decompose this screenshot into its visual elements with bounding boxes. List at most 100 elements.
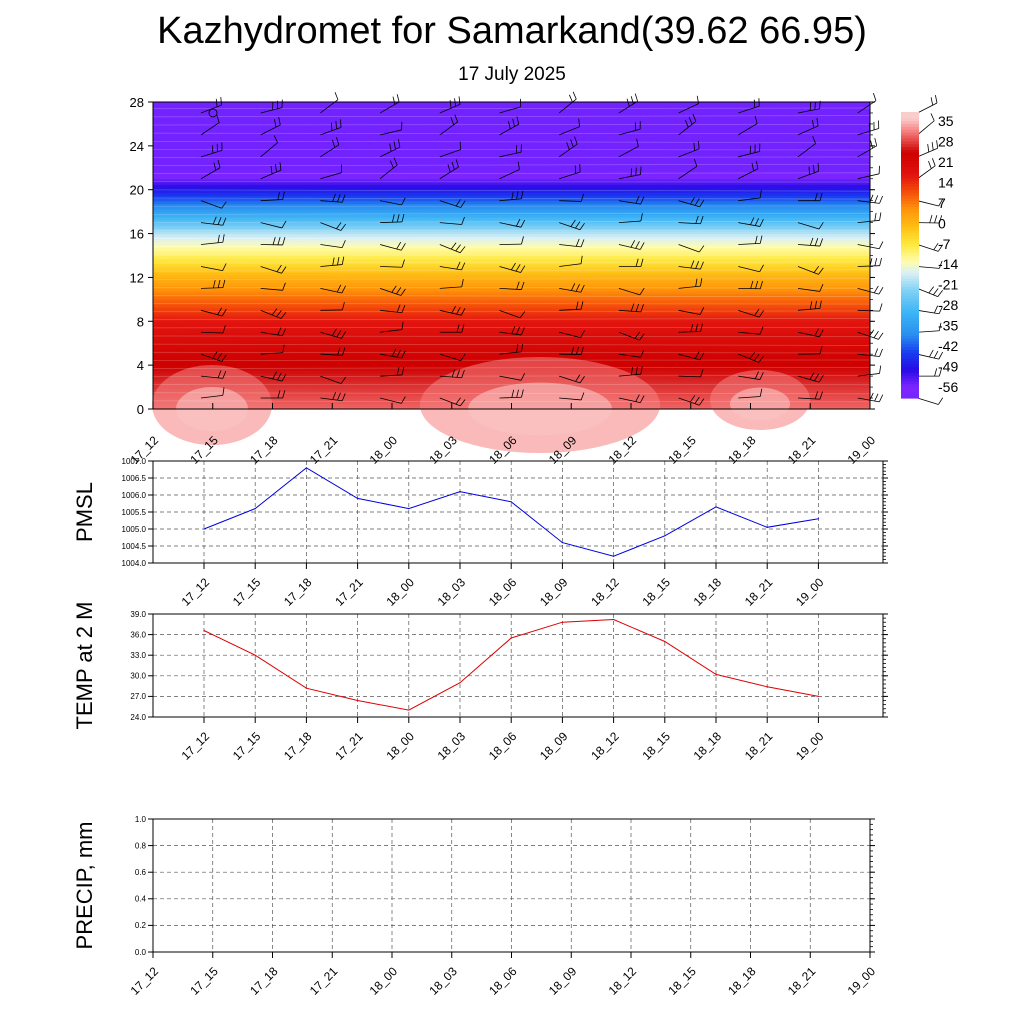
wind-barb-feather <box>875 258 877 266</box>
temp-y-tick-label: 36.0 <box>130 630 146 639</box>
heatmap-y-tick-label: 0 <box>137 402 144 417</box>
colorbar-label: 28 <box>938 133 954 149</box>
precip-x-tick-label: 18_00 <box>367 964 401 998</box>
pmsl-point <box>255 508 256 509</box>
pmsl-x-tick-label: 18_06 <box>486 575 520 609</box>
pmsl-x-tick-label: 18_21 <box>742 575 776 609</box>
temp-axis-label: TEMP at 2 M <box>72 602 97 730</box>
colorbar-label: -35 <box>938 318 958 334</box>
temp-y-tick-label: 24.0 <box>130 713 146 722</box>
temp-point <box>511 637 512 638</box>
wind-barb-feather <box>938 398 942 405</box>
wind-barb-feather <box>880 258 882 266</box>
pmsl-x-tick-label: 19_00 <box>793 575 827 609</box>
heatmap-y-tick-label: 24 <box>130 139 144 154</box>
pmsl-point <box>459 491 460 492</box>
pmsl-point <box>767 527 768 528</box>
precip-x-tick-label: 18_21 <box>785 964 819 998</box>
colorbar-label: -49 <box>938 359 958 375</box>
colorbar-segment <box>901 112 919 115</box>
precip-y-tick-label: 0.6 <box>135 868 147 877</box>
heatmap-x-tick-label: 18_00 <box>367 433 401 467</box>
wind-barb-feather <box>879 287 883 294</box>
precip-x-tick-label: 17_21 <box>307 964 341 998</box>
wind-barb <box>917 113 934 134</box>
precip-y-tick-label: 0.2 <box>135 921 147 930</box>
wind-barb-feather <box>335 92 338 99</box>
wind-barb-shaft <box>917 398 938 404</box>
wind-barb-feather <box>873 93 876 101</box>
wind-barb-feather <box>932 142 933 150</box>
precip-x-tick-label: 18_09 <box>546 964 580 998</box>
precip-x-tick-label: 18_06 <box>486 964 520 998</box>
wind-barb-feather <box>879 395 882 402</box>
colorbar-label: 14 <box>938 174 954 190</box>
pmsl-y-tick-label: 1004.0 <box>122 559 147 568</box>
temp-x-tick-label: 18_12 <box>588 729 622 763</box>
heatmap-x-tick-label: 18_21 <box>785 433 819 467</box>
temp-x-tick-label: 17_18 <box>281 729 315 763</box>
temp-x-tick-label: 19_00 <box>793 729 827 763</box>
heatmap-x-tick-label: 19_00 <box>845 433 879 467</box>
wind-barb-feather <box>880 349 883 356</box>
pmsl-point <box>818 518 819 519</box>
wind-barb-feather <box>635 94 637 102</box>
pmsl-point <box>357 498 358 499</box>
temp-point <box>203 630 204 631</box>
heatmap-y-tick-label: 28 <box>130 95 144 110</box>
pmsl-point <box>203 528 204 529</box>
wind-barb-shaft <box>917 266 939 268</box>
wind-barb-feather <box>573 92 576 99</box>
heatmap-y-tick-label: 8 <box>137 314 144 329</box>
temp-point <box>306 688 307 689</box>
colorbar-label: -42 <box>938 338 958 354</box>
wind-barb-feather <box>880 196 883 203</box>
temp-point <box>357 700 358 701</box>
heatmap-y-tick-label: 20 <box>130 183 144 198</box>
pmsl-x-tick-label: 18_09 <box>537 575 571 609</box>
temp-x-tick-label: 18_15 <box>639 729 673 763</box>
pmsl-point <box>715 506 716 507</box>
pmsl-x-tick-label: 17_15 <box>230 575 264 609</box>
heatmap-x-tick-label: 18_15 <box>665 433 699 467</box>
colorbar-label: -56 <box>938 379 958 395</box>
wind-barb-shaft <box>917 166 935 179</box>
temp-x-tick-label: 18_09 <box>537 729 571 763</box>
temp-point <box>562 622 563 623</box>
wind-barb-feather <box>397 94 399 102</box>
precip-x-tick-label: 18_18 <box>725 964 759 998</box>
wind-barb-feather <box>935 95 937 103</box>
pmsl-point <box>613 556 614 557</box>
heatmap-y-tick-label: 4 <box>137 358 144 373</box>
temp-point <box>613 619 614 620</box>
colorbar-label: 7 <box>938 195 946 211</box>
wind-barb <box>917 140 937 157</box>
heatmap-x-tick-label: 18_18 <box>725 433 759 467</box>
temp-point <box>664 641 665 642</box>
pmsl-x-tick-label: 17_18 <box>281 575 315 609</box>
precip-y-tick-label: 0.8 <box>135 841 147 850</box>
temp-y-tick-label: 39.0 <box>130 610 146 619</box>
temp-x-tick-label: 17_12 <box>179 729 213 763</box>
colorbar-label: -14 <box>938 256 958 272</box>
pmsl-y-tick-label: 1006.0 <box>122 491 147 500</box>
temp-y-tick-label: 30.0 <box>130 672 146 681</box>
temp-x-tick-label: 18_06 <box>486 729 520 763</box>
heatmap-y-tick-label: 16 <box>130 227 144 242</box>
wind-barb <box>917 158 935 178</box>
temp-x-tick-label: 18_03 <box>435 729 469 763</box>
wind-barb-feather <box>880 366 881 374</box>
wind-barb-feather <box>931 97 933 105</box>
wind-barb-feather <box>928 144 929 152</box>
forecast-date: 17 July 2025 <box>0 64 1024 86</box>
temp-x-tick-label: 17_21 <box>332 729 366 763</box>
wind-barb-feather <box>875 138 877 146</box>
precip-x-tick-label: 17_15 <box>187 964 221 998</box>
wind-barb-feather <box>932 158 935 165</box>
wind-barb-feather <box>875 213 876 221</box>
pmsl-y-tick-label: 1005.5 <box>122 508 147 517</box>
wind-barb-feather <box>929 287 934 293</box>
